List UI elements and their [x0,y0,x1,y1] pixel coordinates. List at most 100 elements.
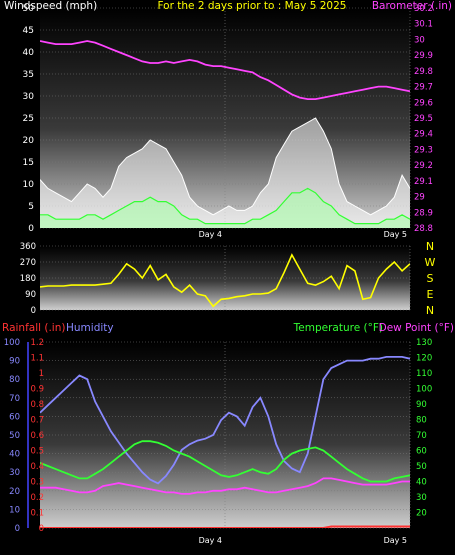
panel3-rainfall-label: Rainfall (.in) [2,322,65,334]
panel2-compass-label: N [426,304,434,317]
dewpoint-line [40,477,410,495]
panel3-temperature-tick-label: 120 [416,354,432,364]
panel3-series [40,355,410,528]
panel1-left-tick-label: 30 [23,92,35,102]
wind-direction-line [40,253,410,308]
panel1-x-label: Day 4 [199,230,222,239]
panel3-rainfall-tick-label: 0 [39,524,44,534]
panel3-rainfall-tick-label: 1.1 [30,354,44,364]
panel1-right-tick-label: 29.6 [414,98,433,108]
panel1-title: For the 2 days prior to : May 5 2025 [158,0,347,12]
panel1-left-tick-label: 45 [23,26,34,36]
panel3-rainfall-tick-label: 0.9 [30,385,44,395]
panel3-rainfall-tick-label: 0.7 [30,416,44,426]
panel1-left-tick-label: 0 [28,224,34,234]
panel3-rainfall-tick-label: 0.2 [30,493,44,503]
panel1-right-tick-label: 30.2 [414,4,433,14]
panel2-left-tick-label: 90 [25,290,36,300]
humidity-line [40,355,410,485]
panel3-x-label: Day 4 [199,536,222,545]
panel3-temperature-label: Temperature (°F) [293,322,383,334]
panel2-compass-label: W [425,256,436,269]
panel1-left-tick-label: 35 [23,70,34,80]
panel3-temperature-tick-label: 110 [416,369,432,379]
panel2-left-tick-label: 360 [20,242,36,252]
panel3-rainfall-tick-label: 0.8 [30,400,44,410]
panel1-right-tick-label: 29.1 [414,177,433,187]
panel3-humidity-tick-label: 70 [9,394,20,404]
panel3-humidity-tick-label: 20 [9,487,20,497]
panel3-humidity-tick-label: 40 [9,450,20,460]
panel3-humidity-tick-label: 0 [15,524,20,534]
panel3-dewpoint-label: Dew Point (°F) [379,322,454,334]
temperature-line [40,440,410,483]
panel3-rainfall-tick-label: 0.4 [30,462,44,472]
panel1-series [40,40,410,228]
wind-barometer-panel: 0 5 10 15 20 25 30 35 40 45 50 28.8 28.9 29 29.1 29.2 29… [4,0,452,239]
panel1-right-tick-label: 30.1 [414,20,433,30]
panel1-ticks: 0 5 10 15 20 25 30 35 40 45 50 28.8 28.9 29 29.1 29.2 29… [23,4,433,239]
panel1-right-tick-label: 29.7 [414,83,433,93]
panel3-temperature-tick-label: 90 [416,400,427,410]
panel3-temperature-tick-label: 40 [416,478,427,488]
panel3-temperature-tick-label: 80 [416,416,427,426]
panel3-grid [40,341,411,529]
panel1-right-tick-label: 29.4 [414,130,433,140]
panel3-humidity-tick-label: 90 [9,357,20,367]
panel1-left-tick-label: 25 [23,114,34,124]
panel1-left-tick-label: 40 [23,48,35,58]
panel1-left-tick-label: 20 [23,136,35,146]
temp-humidity-panel: 0 10 20 30 40 50 60 70 80 90 100 0 0.1 0.2 0.3 0.4 0.5 0.… [2,322,454,545]
gust-line [40,117,410,216]
panel1-right-tick-label: 29.3 [414,145,433,155]
panel2-compass-label: N [426,240,434,253]
panel3-humidity-label: Humidity [66,322,114,334]
panel3-temperature-tick-label: 130 [416,338,432,348]
panel1-right-tick-label: 29.9 [414,51,433,61]
panel3-temperature-tick-label: 100 [416,385,432,395]
panel1-right-tick-label: 28.8 [414,224,433,234]
panel3-ticks: 0 10 20 30 40 50 60 70 80 90 100 0 0.1 0.2 0.3 0.4 0.5 0.… [4,338,432,545]
panel1-left-axis-label: Windspeed (mph) [4,0,97,12]
panel3-temperature-tick-label: 60 [416,447,427,457]
barometer-line [40,40,410,100]
panel3-humidity-tick-label: 30 [9,468,20,478]
panel1-right-tick-label: 29 [414,193,425,203]
rainfall-line [40,525,410,528]
panel3-temperature-tick-label: 20 [416,509,427,519]
panel3-humidity-tick-label: 10 [9,505,20,515]
panel3-humidity-tick-label: 80 [9,375,20,385]
panel1-right-axis-label: Barometer (.in) [372,0,452,12]
panel3-rainfall-tick-label: 1.2 [30,338,44,348]
panel3-humidity-tick-label: 50 [9,431,20,441]
panel1-left-tick-label: 15 [23,158,34,168]
windspeed-line [40,187,410,225]
panel3-rainfall-tick-label: 0.5 [30,447,44,457]
panel3-rainfall-tick-label: 0.6 [30,431,44,441]
panel3-rainfall-tick-label: 0.3 [30,478,44,488]
panel2-series [40,253,410,308]
panel3-x-label: Day 5 [384,536,407,545]
panel1-right-tick-label: 29.2 [414,161,433,171]
panel3-temperature-tick-label: 30 [416,493,427,503]
windspeed-area [40,188,410,228]
panel3-humidity-tick-label: 100 [4,338,20,348]
panel2-left-tick-label: 270 [20,258,36,268]
panel3-temperature-tick-label: 70 [416,431,427,441]
panel2-compass-label: E [427,288,434,301]
panel1-left-tick-label: 10 [23,180,35,190]
panel1-right-tick-label: 28.9 [414,208,433,218]
panel3-rainfall-tick-label: 1 [39,369,44,379]
panel1-right-tick-label: 29.8 [414,67,433,77]
panel1-x-label: Day 5 [384,230,407,239]
panel2-left-tick-label: 180 [20,274,36,284]
panel3-humidity-tick-label: 60 [9,412,20,422]
panel1-left-tick-label: 50 [23,4,35,14]
panel1-right-tick-label: 30 [414,35,425,45]
panel2-compass-label: S [427,272,434,285]
panel2-left-tick-label: 0 [31,306,36,316]
panel3-rainfall-tick-label: 0.1 [30,509,44,519]
